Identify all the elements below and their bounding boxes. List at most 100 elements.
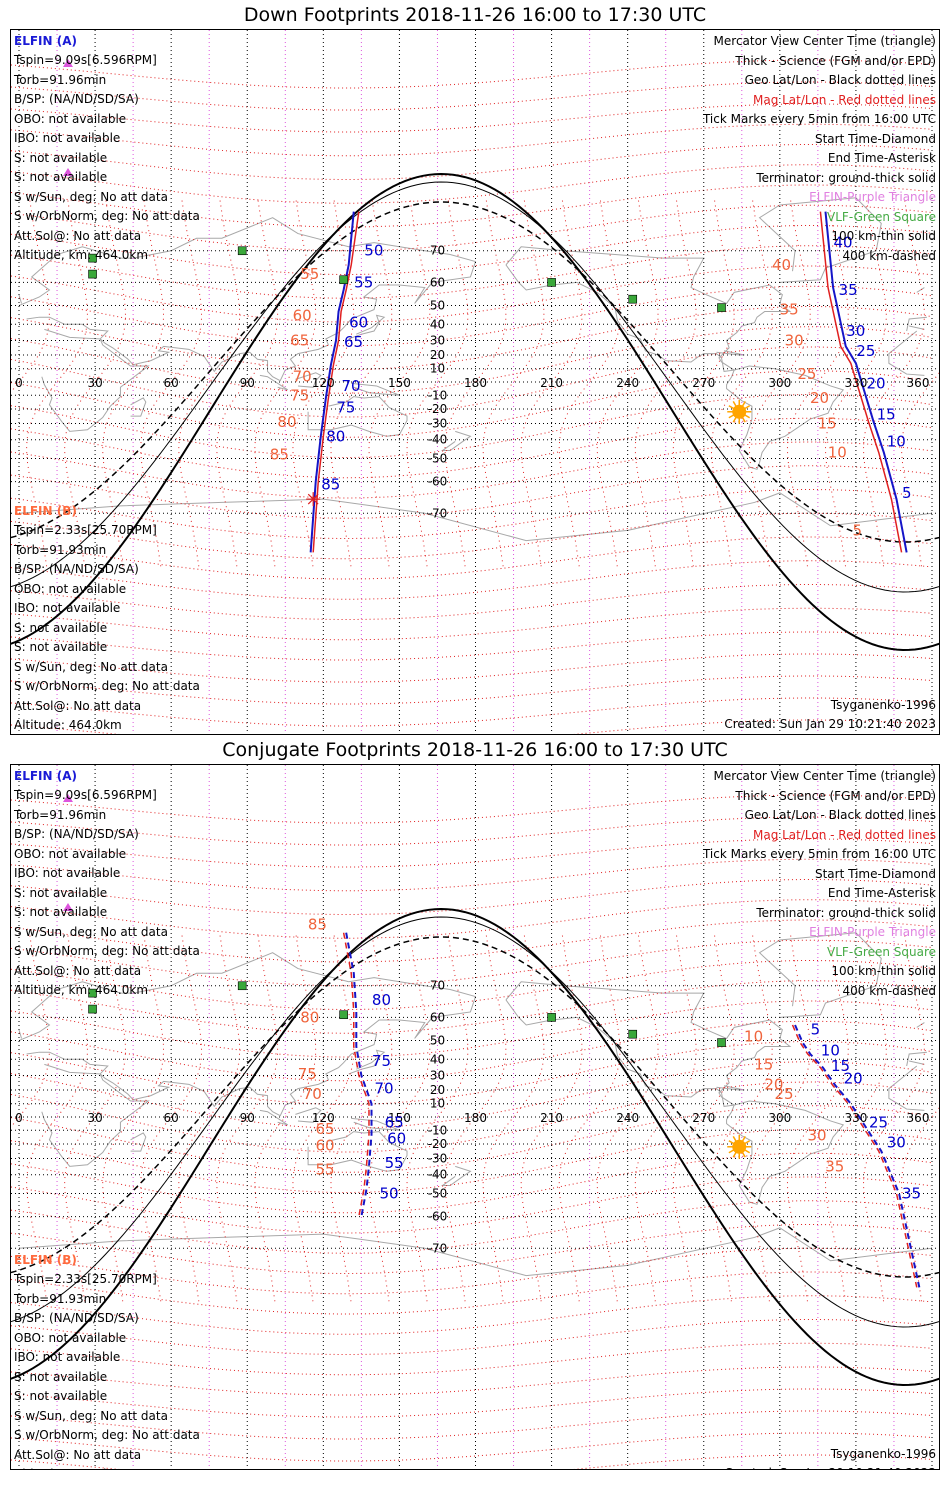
coastline [906,1051,927,1067]
mag-lat-line [11,306,932,370]
lat-label: 40 [430,317,445,331]
elfin-a-info-line: OBO: not available [14,111,127,126]
coastline [41,328,150,432]
elfin-a-tick-label: 60 [349,314,368,332]
elfin-b-track-2 [819,211,903,553]
coastline [41,1063,150,1167]
mag-lat-line [11,465,932,519]
mag-lat-line [11,489,932,539]
coastline [888,330,925,376]
mag-lat-line [11,1295,932,1335]
lon-label: 270 [692,1111,715,1125]
elfin-a-tick-label: 70 [341,377,360,395]
elfin-b-tick-label: 60 [293,306,312,324]
vlf-station-square [339,275,348,285]
mag-lat-line [11,838,932,868]
coastline [716,1085,745,1091]
lat-label: -60 [428,1210,448,1224]
elfin-a-info-line: Torb=91.96min [14,72,107,87]
map-panel-down: 0 30 60 90 120 150 180 210 240 270 300 330 360 70 60 50… [10,29,940,735]
mag-lat-line [11,607,932,641]
lat-label: 30 [430,333,445,347]
elfin-b-tick-label: 60 [315,1136,334,1154]
mag-lat-line [11,123,932,157]
elfin-b-info-line: IBO: not available [14,601,121,615]
sun-ray [744,405,751,410]
lon-label: 90 [240,376,255,390]
legend-line: Tick Marks every 5min from 16:00 UTC [702,847,936,861]
panel-title-conjugate: Conjugate Footprints 2018-11-26 16:00 to… [222,739,728,761]
mag-lat-line [11,417,932,479]
sun-icon [732,1139,747,1154]
legend-line: Geo Lat/Lon - Black dotted lines [744,73,936,87]
mag-lat-line [11,816,932,846]
elfin-a-info-line: Tspin=9.09s[6.596RPM] [14,788,157,802]
mag-lat-line [11,794,932,824]
lon-label: 0 [15,376,23,390]
lon-label: 270 [692,376,715,390]
coastline [888,1065,925,1111]
legend-line: VLF-Green Square [827,944,936,959]
created-timestamp: Created: Sun Jan 29 10:21:40 2023 [724,1466,936,1469]
mag-lat-line [11,1388,932,1418]
mag-lat-line [11,245,932,299]
elfin-a-info-line: Att.Sol@: No att data [14,228,142,243]
elfin-a-info-line: B/SP: (NA/ND/SD/SA) [14,92,139,106]
lon-label: 360 [907,376,930,390]
elfin-b-info-line: S w/Sun, deg: No att data [14,659,168,674]
coastline [18,1227,933,1277]
elfin-a-tick-label: 10 [821,1041,840,1059]
terminator-ground [11,907,939,1386]
elfin-a-tick-label: 80 [326,427,345,445]
map-panel-conjugate: 0 30 60 90 120 150 180 210 240 270 300 330 360 70 60 50… [10,764,940,1470]
mag-lat-line [11,960,932,1010]
mag-lat-line [11,1410,932,1440]
elfin-b-tick-label: 40 [772,256,791,274]
sun-icon [732,404,747,419]
elfin-b-info-line: Torb=91.93min [14,1291,107,1306]
legend-line: Tick Marks every 5min from 16:00 UTC [702,112,936,126]
elfin-a-info-line: S w/OrbNorm, deg: No att data [14,209,200,223]
vlf-station-square [339,1010,348,1020]
elfin-b-tick-label: 65 [315,1120,334,1138]
elfin-a-tick-label: 5 [902,484,912,502]
elfin-a-info-line: IBO: not available [14,131,121,145]
map-canvas-conjugate: 0 30 60 90 120 150 180 210 240 270 300 330 360 70 60 50… [11,765,939,1469]
vlf-station-square [88,253,97,263]
elfin-a-info-line: S w/OrbNorm, deg: No att data [14,944,200,958]
elfin-b-tick-label: 75 [290,386,309,404]
lon-label: 30 [87,376,102,390]
lon-label: 30 [87,1111,102,1125]
elfin-b-info-line: B/SP: (NA/ND/SD/SA) [14,1311,139,1325]
coastline [351,382,400,396]
lat-label: 10 [430,1097,445,1111]
coastline [440,430,472,452]
elfin-a-info-line: IBO: not available [14,866,121,880]
coastline [259,374,289,391]
elfin-b-name: ELFIN (B) [14,1253,77,1267]
lat-label: -30 [428,1152,448,1166]
elfin-a-tick-label: 35 [839,281,858,299]
elfin-b-info-line: OBO: not available [14,1330,127,1345]
mag-lat-line [11,1366,932,1396]
mag-lat-line [11,285,932,347]
elfin-a-info-line: Tspin=9.09s[6.596RPM] [14,53,157,67]
lat-label: -60 [428,475,448,489]
panel-title-down: Down Footprints 2018-11-26 16:00 to 17:3… [243,4,707,26]
mag-lat-line [11,1061,932,1129]
vlf-station-square [628,1029,638,1039]
sun-ray [728,414,735,419]
elfin-a-tick-label: 65 [385,1113,404,1131]
coastline [18,952,477,1117]
mag-lat-line [11,631,932,661]
elfin-a-tick-label: 50 [364,242,383,260]
legend-line: 400 km-dashed [842,983,936,998]
lon-label: 90 [240,1111,255,1125]
sun-ray [728,405,735,410]
elfin-a-info-line: S: not available [14,170,108,184]
legend-line: VLF-Green Square [827,209,936,224]
elfin-b-track [312,211,360,553]
lat-label: 30 [430,1068,445,1082]
lon-label: 0 [15,1111,23,1125]
mag-lat-line [11,858,932,892]
